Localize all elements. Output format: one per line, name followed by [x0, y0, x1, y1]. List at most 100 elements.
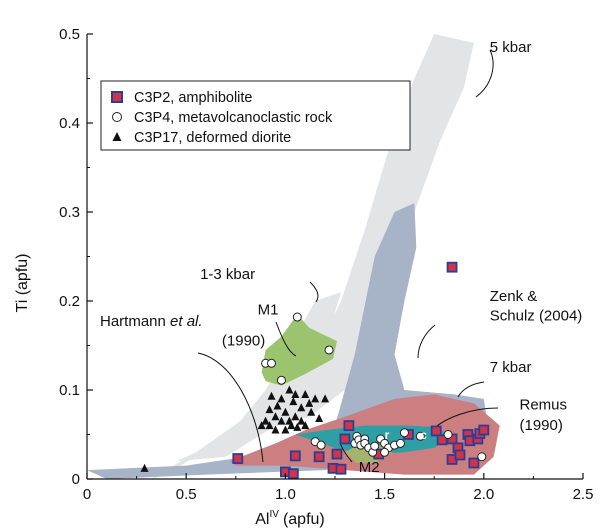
leader-m1	[275, 321, 297, 357]
point-diorite	[297, 403, 306, 412]
point-diorite	[297, 416, 306, 425]
annotation-1-3-kbar-1: 1-3 kbar	[200, 266, 255, 283]
point-diorite	[289, 397, 298, 406]
region-m1	[261, 314, 337, 386]
point-diorite	[277, 394, 286, 403]
leader-5kbar	[475, 49, 494, 98]
annotations: 5 kbar 1-3 kbar M1 Zenk & Schulz (2004) Hartm…	[100, 39, 582, 476]
y-tick-label: 0.4	[59, 115, 80, 132]
axes: 0 0.5 1.0 1.5 2.0 2.5 0 0.1 0.2 0.3 0.4 0.5	[59, 26, 593, 503]
point-diorite	[257, 421, 266, 430]
point-diorite	[301, 421, 310, 430]
annotation-m1-2: M1	[258, 301, 279, 318]
point-amphibolite	[339, 433, 351, 445]
point-diorite	[321, 394, 330, 403]
point-diorite	[291, 389, 300, 398]
point-metavolcanoclastic	[443, 430, 453, 439]
y-tick-label: 0	[72, 471, 80, 488]
x-tick-label: 2.5	[573, 486, 594, 503]
point-amphibolite	[287, 468, 299, 480]
data-points	[140, 261, 490, 480]
annotation-5-kbar-0: 5 kbar	[490, 39, 532, 56]
point-metavolcanoclastic	[380, 447, 390, 457]
point-amphibolite	[289, 450, 301, 462]
point-diorite	[287, 421, 296, 430]
annotation-zenk-3: Zenk &	[490, 288, 538, 305]
leader-zenk-schulz	[417, 324, 436, 359]
x-tick-label: 0	[83, 486, 91, 503]
point-diorite	[281, 425, 290, 434]
y-tick-label: 0.2	[59, 293, 80, 310]
point-diorite	[301, 389, 310, 398]
point-amphibolite	[446, 261, 458, 273]
y-axis-title: Ti (apfu)	[14, 254, 31, 313]
legend: C3P2, amphibolite C3P4, metavolcanoclasti…	[100, 80, 411, 151]
x-tick-label: 0.5	[176, 486, 197, 503]
annotation-7-kbar-8: 7 kbar	[490, 359, 532, 376]
annotation-remus-9: Remus	[520, 397, 568, 414]
x-axis-title-unit: (apfu)	[283, 511, 325, 528]
point-amphibolite	[436, 434, 448, 446]
point-metavolcanoclastic	[316, 440, 326, 450]
leader-7kbar	[457, 381, 485, 398]
annotation-1990-10: (1990)	[520, 417, 563, 434]
point-diorite	[271, 425, 280, 434]
point-diorite	[261, 416, 270, 425]
point-diorite	[281, 407, 290, 416]
point-diorite	[293, 422, 302, 431]
point-metavolcanoclastic	[415, 431, 425, 441]
point-metavolcanoclastic	[399, 428, 409, 438]
y-tick-label: 0.3	[59, 204, 80, 221]
legend-label: C3P17, deformed diorite	[134, 130, 291, 146]
x-axis-title-main: Al	[255, 511, 269, 528]
point-diorite	[271, 412, 280, 421]
point-metavolcanoclastic	[370, 441, 380, 451]
annotation-1990-7: (1990)	[222, 333, 265, 350]
annotation-m2-11: M2	[359, 459, 380, 476]
legend-box	[100, 80, 411, 151]
annotation-r-12: r	[385, 428, 390, 442]
point-diorite	[307, 407, 316, 416]
point-diorite	[285, 385, 294, 394]
point-amphibolite	[468, 457, 480, 469]
annotation-c-13: c	[420, 428, 427, 442]
legend-marker-square	[111, 91, 123, 103]
annotation-schulz-2004-4: Schulz (2004)	[490, 308, 583, 325]
point-amphibolite	[232, 453, 244, 464]
annotation-hartmann-name: Hartmann	[100, 313, 170, 330]
x-axis-title-superscript: IV	[269, 509, 279, 520]
x-tick-label: 2.0	[473, 486, 494, 503]
point-amphibolite	[478, 424, 490, 436]
point-diorite	[267, 391, 276, 400]
point-metavolcanoclastic	[267, 358, 277, 368]
legend-label: C3P2, amphibolite	[134, 90, 253, 106]
point-metavolcanoclastic	[292, 312, 302, 322]
point-diorite	[315, 413, 324, 422]
legend-marker-circle	[112, 112, 122, 122]
point-diorite	[311, 394, 320, 403]
point-amphibolite	[454, 449, 466, 461]
legend-marker-triangle	[112, 132, 122, 141]
x-tick-label: 1.5	[374, 486, 395, 503]
annotation-hartmann-etal: et al.	[170, 313, 203, 330]
point-metavolcanoclastic	[395, 438, 405, 448]
point-amphibolite	[335, 463, 347, 475]
point-diorite	[140, 463, 149, 472]
point-amphibolite	[313, 451, 325, 463]
point-metavolcanoclastic	[324, 345, 334, 355]
y-tick-label: 0.5	[59, 26, 80, 43]
point-metavolcanoclastic	[276, 375, 286, 385]
legend-label: C3P4, metavolcanoclastic rock	[134, 110, 333, 126]
annotation-hartmann: Hartmann et al.	[100, 313, 203, 330]
point-amphibolite	[331, 448, 343, 460]
point-diorite	[305, 398, 314, 407]
y-tick-label: 0.1	[59, 382, 80, 399]
point-amphibolite	[343, 420, 355, 432]
x-tick-label: 1.0	[275, 486, 296, 503]
leader-1-3kbar	[309, 281, 319, 303]
point-amphibolite	[430, 425, 442, 437]
point-diorite	[277, 416, 286, 425]
point-metavolcanoclastic	[477, 452, 487, 462]
point-diorite	[265, 421, 274, 430]
